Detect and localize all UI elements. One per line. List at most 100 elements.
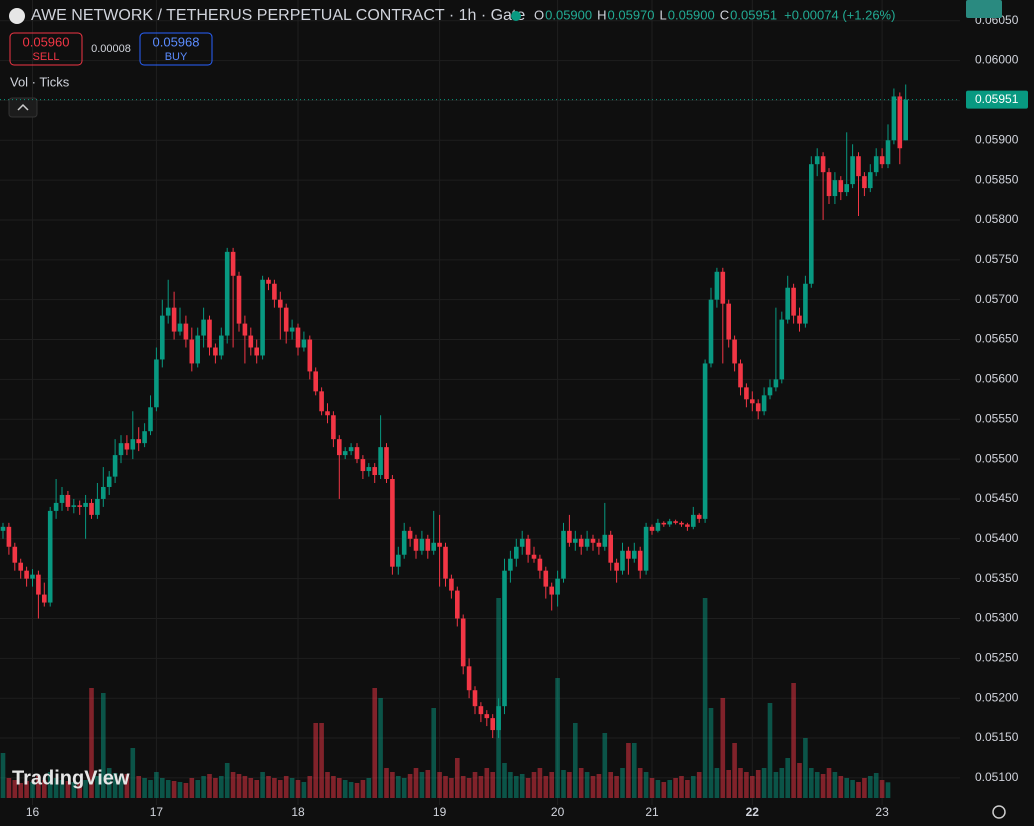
sell-button[interactable] (9, 32, 83, 66)
volume-bar (832, 772, 838, 798)
candle-body (307, 339, 313, 372)
sell-price[interactable]: 0.05960 (23, 34, 70, 49)
candle-body (254, 347, 259, 356)
ohlc-key: O (534, 7, 544, 22)
candle-body (478, 706, 484, 715)
candle-body (136, 439, 141, 444)
x-tick-label: 18 (291, 805, 305, 819)
candle-body (36, 574, 41, 595)
candle-body (413, 538, 419, 551)
candle-body (838, 180, 844, 193)
candle-body (655, 522, 661, 531)
volume-bar (106, 768, 112, 798)
candle-body (236, 275, 242, 324)
volume-bar (6, 778, 12, 798)
candle-body (873, 156, 879, 173)
volume-bar (254, 780, 259, 798)
volume-bar (696, 772, 702, 798)
candle-body (348, 447, 354, 452)
volume-bar (337, 778, 342, 798)
volume-bar (602, 733, 608, 798)
volume-bar (484, 768, 490, 798)
buy-price[interactable]: 0.05968 (153, 34, 200, 49)
volume-bar (726, 770, 731, 798)
candle-body (95, 498, 100, 515)
volume-layer (0, 598, 891, 798)
volume-bar (425, 770, 431, 798)
candle-body (797, 315, 802, 324)
volume-bar (508, 772, 513, 798)
candle-body (525, 538, 531, 555)
candle-body (809, 164, 814, 284)
ohlc-key: C (720, 7, 729, 22)
candle-body (325, 411, 330, 416)
sell-label[interactable]: SELL (33, 51, 60, 63)
volume-bar (490, 772, 495, 798)
y-tick-label: 0.05550 (975, 411, 1019, 425)
volume-bar (738, 768, 743, 798)
buy-label[interactable]: BUY (165, 51, 188, 63)
candle-body (224, 251, 230, 336)
volume-bar (413, 768, 419, 798)
volume-bar (183, 783, 189, 798)
symbol-logo (9, 8, 25, 24)
x-tick-label: 17 (150, 805, 164, 819)
volume-bar (567, 772, 572, 798)
candle-body (360, 459, 366, 472)
candle-body (189, 339, 195, 364)
y-tick-label: 0.05500 (975, 451, 1019, 465)
candle-body (460, 618, 466, 667)
volume-bar (449, 778, 454, 798)
candle-body (685, 524, 690, 527)
candle-body (897, 96, 903, 149)
volume-bar (89, 688, 94, 798)
y-tick-label: 0.05450 (975, 491, 1019, 505)
volume-bar (419, 772, 425, 798)
volume-bar (207, 774, 212, 798)
candle-body (626, 550, 631, 559)
last-volume-box (966, 0, 1002, 18)
buy-button[interactable] (139, 32, 213, 66)
candle-body (537, 558, 543, 571)
volume-bar (502, 763, 507, 798)
candle-body (183, 323, 189, 340)
volume-bar (354, 783, 360, 798)
volume-bar (65, 781, 71, 798)
volume-bar (549, 772, 554, 798)
volume-bar (165, 780, 171, 798)
volume-bar (885, 782, 891, 798)
candle-body (266, 279, 271, 284)
candle-body (431, 542, 436, 551)
candle-body (667, 521, 672, 525)
candle-body (71, 505, 77, 507)
candle-body (472, 690, 478, 707)
volume-bar (767, 703, 773, 798)
volume-bar (744, 772, 749, 798)
volume-bar (30, 782, 35, 798)
volume-bar (673, 778, 678, 798)
candle-body (301, 339, 307, 348)
settings-icon[interactable] (992, 805, 1006, 819)
y-tick-label: 0.05650 (975, 332, 1019, 346)
candle-body (342, 451, 348, 456)
candle-body (366, 467, 372, 472)
collapse-button[interactable] (8, 97, 38, 118)
candle-body (573, 538, 578, 543)
candle-body (219, 335, 224, 356)
volume-bar (213, 778, 218, 798)
candle-body (702, 363, 708, 519)
x-tick-label: 21 (645, 805, 659, 819)
candle-body (213, 347, 218, 356)
volume-bar (401, 778, 407, 798)
volume-bar (578, 768, 584, 798)
volume-bar (83, 780, 88, 798)
volume-bar (685, 780, 690, 798)
candle-body (767, 387, 773, 396)
volume-bar (596, 774, 602, 798)
candle-body (844, 184, 849, 193)
volume-bar (24, 781, 29, 798)
candle-body (401, 530, 407, 555)
candle-body (319, 391, 324, 412)
collapse-icon[interactable] (17, 103, 29, 111)
